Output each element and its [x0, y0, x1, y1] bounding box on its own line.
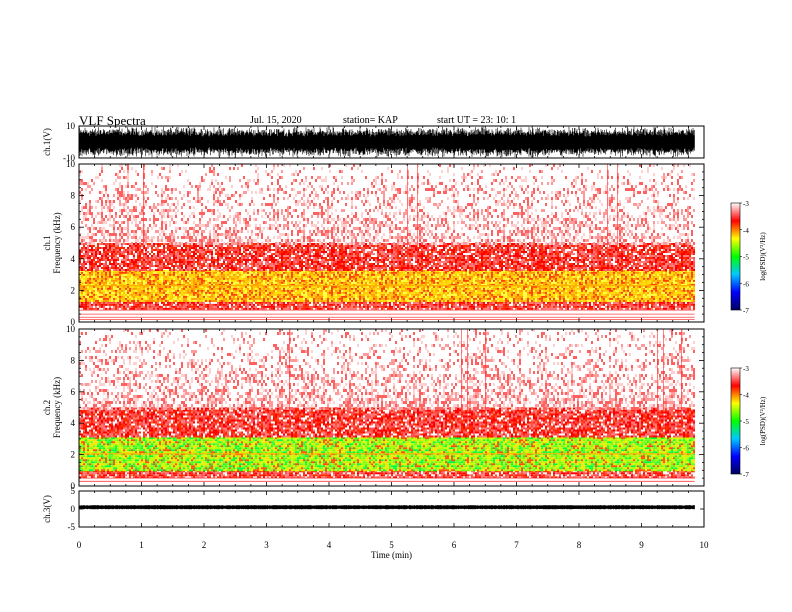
ch2-colorbar-tick: -3 [743, 365, 749, 373]
xtick-label: 7 [514, 540, 519, 550]
xtick-label: 1 [139, 540, 144, 550]
ch2-ytick-label: 10 [66, 324, 76, 334]
ch2-colorbar-tick: -5 [743, 418, 749, 426]
ch2-ytick-label: 4 [71, 418, 76, 428]
xtick-label: 6 [452, 540, 457, 550]
ch2-colorbar-tick: -7 [743, 471, 749, 479]
ch3-ytick-label: 5 [71, 486, 76, 496]
ch2-colorbar-tick: -6 [743, 445, 749, 453]
ch1-ylabel: ch.1Frequency (kHz) [42, 212, 62, 273]
xtick-label: 10 [700, 540, 710, 550]
ch1-colorbar [731, 203, 740, 310]
xtick-label: 3 [264, 540, 269, 550]
ch3-ylabel: ch.3(V) [42, 495, 52, 523]
x-axis-label: Time (min) [371, 550, 412, 560]
ch1-spectrogram-image [79, 164, 695, 310]
ch1-ytick-label: 4 [71, 254, 76, 264]
ch1-colorbar-tick: -5 [743, 254, 749, 262]
ch1-ytick-label: 8 [71, 191, 76, 201]
ch1-ytick-label: 6 [71, 222, 76, 232]
ch1-ytick-label: 10 [66, 121, 76, 131]
xtick-label: 5 [389, 540, 394, 550]
ch1-colorbar-tick: -3 [743, 200, 749, 208]
ch1-ylabel: ch.1(V) [42, 128, 52, 156]
ch1-waveform-trace [79, 126, 695, 157]
xtick-label: 8 [577, 540, 582, 550]
ch3-ytick-label: -5 [68, 522, 76, 532]
ch1-ytick-label: -10 [63, 153, 75, 163]
xtick-label: 0 [77, 540, 82, 550]
ch2-ytick-label: 8 [71, 355, 76, 365]
ch2-colorbar-label: log(PSD)(V²/Hz) [759, 396, 767, 445]
ch2-ylabel: ch.2Frequency (kHz) [42, 377, 62, 438]
ch2-ytick-label: 2 [71, 450, 76, 460]
ch2-ytick-label: 6 [71, 387, 76, 397]
xtick-label: 2 [202, 540, 207, 550]
ch1-colorbar-tick: -4 [743, 227, 749, 235]
ch2-colorbar [731, 368, 740, 474]
ch2-colorbar-tick: -4 [743, 392, 749, 400]
ch3-waveform-trace [79, 505, 695, 509]
xtick-label: 9 [639, 540, 644, 550]
ch1-colorbar-label: log(PSD)(V²/Hz) [759, 232, 767, 281]
ch1-ytick-label: 2 [71, 285, 76, 295]
ch2-spectrogram-image [79, 329, 695, 478]
ch1-colorbar-tick: -7 [743, 307, 749, 315]
xtick-label: 4 [327, 540, 332, 550]
ch1-colorbar-tick: -6 [743, 280, 749, 288]
ch3-ytick-label: 0 [71, 504, 76, 514]
